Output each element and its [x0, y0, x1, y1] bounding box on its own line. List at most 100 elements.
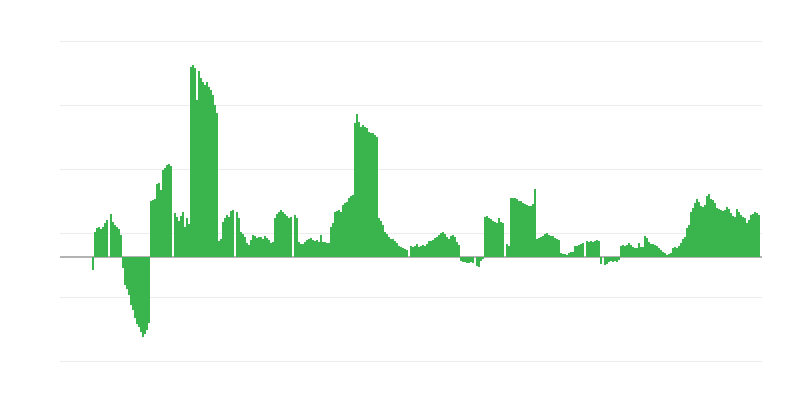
bar — [420, 246, 422, 257]
bar — [398, 246, 400, 257]
bar — [454, 237, 456, 257]
bar — [200, 78, 202, 257]
bar — [298, 242, 300, 257]
bar — [350, 196, 352, 257]
bar — [188, 224, 190, 257]
bar — [678, 246, 680, 257]
bar — [330, 227, 332, 257]
bar — [414, 246, 416, 257]
bar — [610, 257, 612, 261]
bar — [494, 222, 496, 257]
bar — [158, 183, 160, 257]
bar — [232, 210, 234, 257]
bar — [320, 235, 322, 257]
bar — [218, 241, 220, 257]
bar — [620, 246, 622, 257]
bar — [690, 212, 692, 257]
bar — [458, 245, 460, 257]
bar — [652, 244, 654, 257]
bar — [378, 218, 380, 257]
bar — [516, 199, 518, 257]
bar — [560, 253, 562, 257]
bar — [636, 248, 638, 257]
bar — [696, 199, 698, 257]
bar — [484, 217, 486, 257]
bar — [534, 189, 536, 257]
bar — [258, 237, 260, 257]
bar — [250, 240, 252, 257]
bar — [660, 250, 662, 257]
bar — [246, 243, 248, 257]
bar — [570, 252, 572, 257]
bar — [752, 214, 754, 257]
bar — [182, 212, 184, 257]
bar — [436, 237, 438, 257]
bar — [724, 210, 726, 257]
bar — [128, 257, 130, 295]
bar — [614, 257, 616, 261]
bar — [304, 242, 306, 257]
bar — [470, 257, 472, 262]
bar — [110, 214, 112, 257]
bar — [688, 225, 690, 257]
bar — [152, 200, 154, 257]
bar — [710, 199, 712, 257]
bar — [424, 246, 426, 257]
bar — [308, 239, 310, 257]
bar — [428, 241, 430, 257]
bar — [630, 245, 632, 257]
bar — [754, 212, 756, 257]
bar — [632, 247, 634, 257]
bar — [452, 235, 454, 257]
bar — [466, 257, 468, 263]
bar — [668, 254, 670, 257]
bar — [616, 257, 618, 262]
bar — [558, 240, 560, 257]
bar — [254, 236, 256, 257]
bar — [656, 246, 658, 257]
bar — [674, 247, 676, 257]
bar — [538, 238, 540, 257]
bar — [328, 243, 330, 257]
bar — [286, 216, 288, 257]
bar — [314, 241, 316, 257]
bar — [730, 213, 732, 257]
bar — [438, 235, 440, 257]
bar — [626, 245, 628, 257]
bar — [390, 239, 392, 257]
bar — [508, 246, 510, 257]
bar — [386, 234, 388, 257]
bar — [462, 257, 464, 262]
bar — [464, 257, 466, 262]
bar — [552, 236, 554, 257]
bar — [238, 218, 240, 257]
bar — [640, 247, 642, 257]
bar — [138, 257, 140, 327]
bar — [426, 244, 428, 257]
bar — [568, 253, 570, 257]
bar — [536, 239, 538, 257]
bar — [562, 254, 564, 257]
bar — [174, 213, 176, 257]
bar — [606, 257, 608, 264]
bar — [332, 223, 334, 257]
bar — [352, 195, 354, 257]
bar — [756, 213, 758, 257]
bar — [342, 205, 344, 257]
bar — [214, 105, 216, 257]
bar — [276, 214, 278, 257]
bar — [96, 228, 98, 257]
bar — [758, 215, 760, 257]
bar — [244, 237, 246, 257]
bar — [156, 184, 158, 257]
bar — [300, 244, 302, 257]
bar — [498, 218, 500, 257]
bar — [500, 222, 502, 257]
bar — [676, 248, 678, 257]
bar — [170, 166, 172, 257]
bar — [460, 257, 462, 261]
bar — [556, 239, 558, 257]
bar — [650, 244, 652, 257]
bar — [336, 211, 338, 257]
bar — [224, 218, 226, 257]
